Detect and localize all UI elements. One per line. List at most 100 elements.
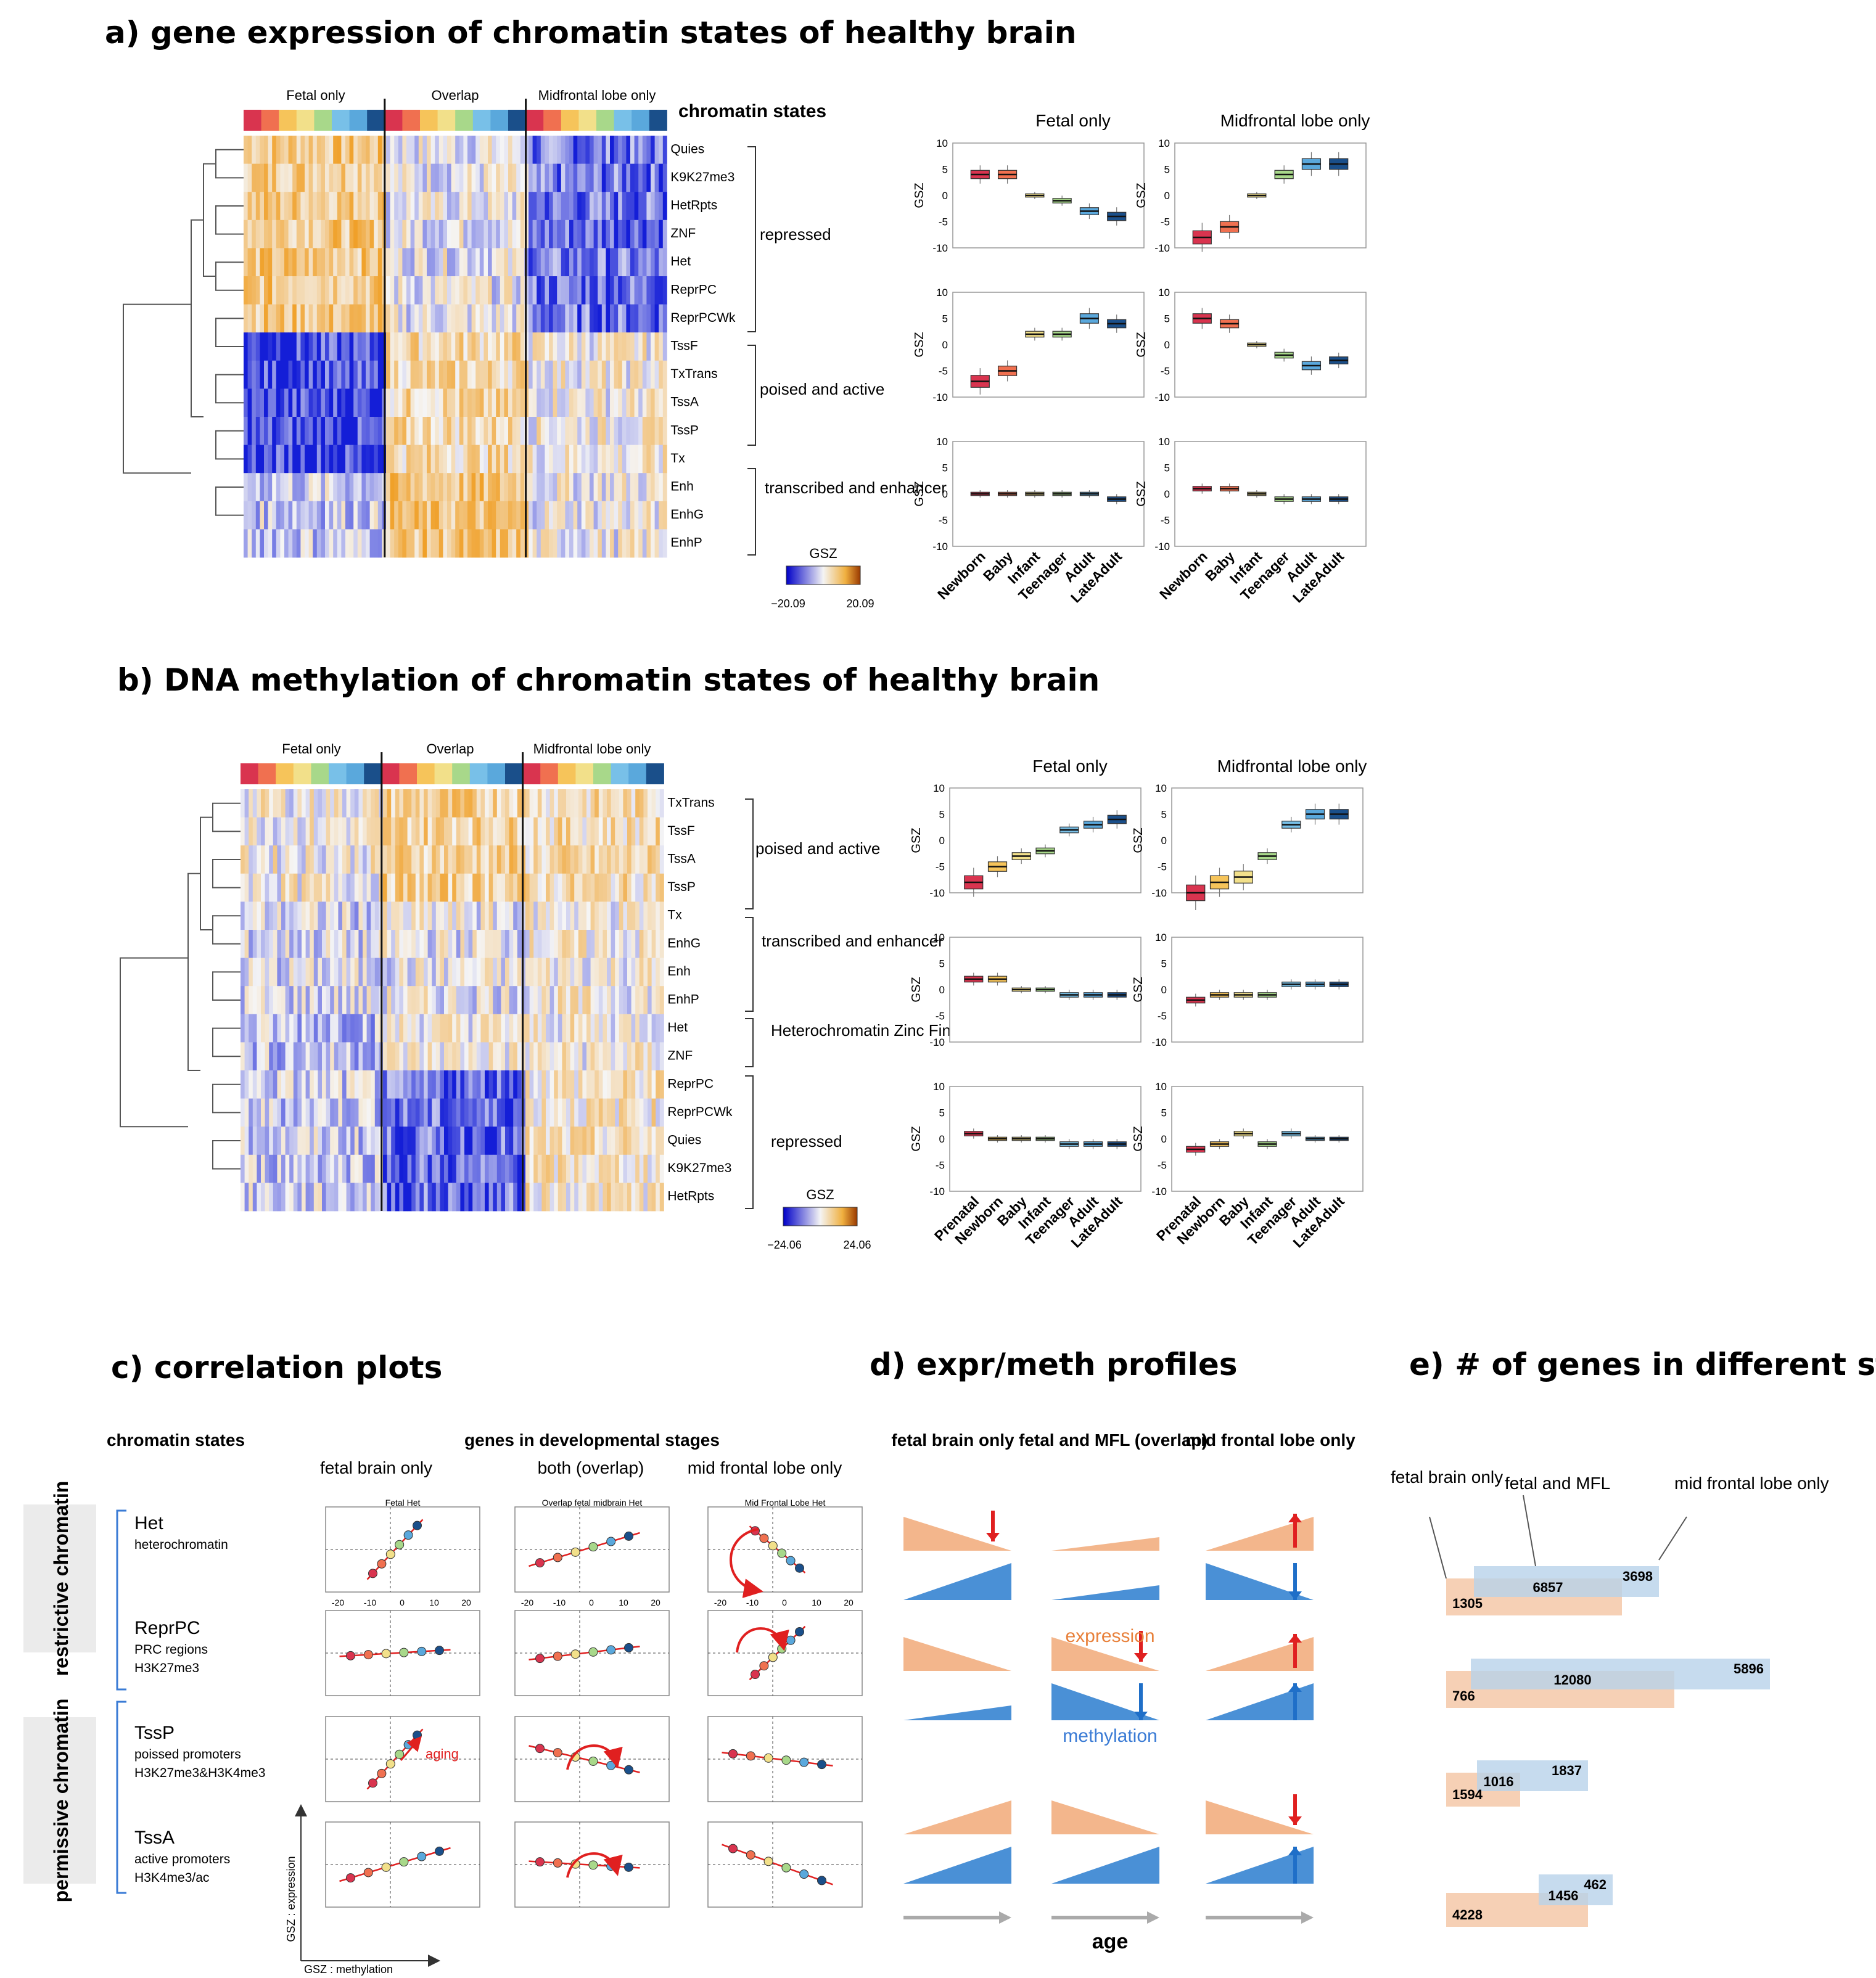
heatmap-cell [516, 276, 521, 305]
d-profile-triangle [1051, 1683, 1159, 1720]
heatmap-cell [516, 529, 521, 558]
heatmap-cell [659, 360, 664, 389]
heatmap-cell [353, 388, 358, 417]
heatmap-cell [500, 501, 504, 530]
boxplot-ytick: -10 [1154, 541, 1170, 552]
heatmap-cell [622, 360, 627, 389]
heatmap-cell [581, 136, 586, 164]
heatmap-cell [252, 529, 257, 558]
heatmap-cell [586, 817, 591, 846]
boxplot-ytick: -5 [939, 366, 948, 377]
heatmap-cell [553, 529, 557, 558]
heatmap-cell [509, 1070, 514, 1099]
heatmap-cell [611, 1098, 615, 1127]
heatmap-cell [594, 1183, 599, 1212]
heatmap-cell [313, 304, 318, 333]
heatmap-cell [398, 417, 403, 445]
heatmap-cell [411, 873, 416, 902]
heatmap-cell [399, 1098, 404, 1127]
heatmap-cell [520, 220, 525, 248]
heatmap-cell [395, 1183, 400, 1212]
heatmap-cell [574, 873, 579, 902]
heatmap-cell [293, 817, 298, 846]
c-scatter-point [763, 1753, 773, 1763]
heatmap-cell [603, 1070, 607, 1099]
heatmap-cell [577, 332, 582, 361]
heatmap-cell [561, 360, 566, 389]
heatmap-cell [631, 1183, 636, 1212]
heatmap-cell [464, 1098, 469, 1127]
heatmap-cell [520, 163, 525, 192]
heatmap-cell [387, 958, 392, 987]
heatmap-cell [656, 1154, 660, 1183]
heatmap-cell [369, 163, 374, 192]
heatmap-cell [513, 986, 518, 1015]
heatmap-cell [374, 332, 379, 361]
heatmap-cell [549, 845, 554, 874]
heatmap-cell [333, 220, 338, 248]
heatmap-cell [460, 873, 465, 902]
heatmap-cell [561, 163, 566, 192]
heatmap-cell [285, 1070, 290, 1099]
heatmap-cell [472, 789, 477, 818]
state-strip-segment [557, 763, 576, 784]
boxplot-ytick: 10 [936, 137, 948, 149]
heatmap-cell [257, 873, 261, 902]
heatmap-cell [430, 388, 435, 417]
heatmap-cell [577, 417, 582, 445]
heatmap-cell [622, 529, 627, 558]
heatmap-cell [391, 901, 396, 930]
heatmap-cell [281, 1014, 286, 1043]
heatmap-cell [349, 276, 354, 305]
heatmap-cell [337, 304, 342, 333]
heatmap-cell [638, 473, 643, 502]
heatmap-cell [557, 304, 562, 333]
heatmap-cell [296, 304, 301, 333]
heatmap-cell [325, 332, 329, 361]
heatmap-cell [410, 136, 415, 164]
heatmap-cell [517, 1183, 522, 1212]
heatmap-cell [614, 192, 619, 221]
heatmap-cell [288, 163, 293, 192]
c-xtick: -10 [364, 1598, 376, 1607]
heatmap-cell [366, 1183, 371, 1212]
heatmap-cell [615, 930, 620, 958]
heatmap-cell [578, 958, 583, 987]
heatmap-cell [447, 276, 451, 305]
heatmap-cell [574, 1183, 579, 1212]
heatmap-cell [634, 136, 639, 164]
heatmap-cell [438, 192, 443, 221]
heatmap-cell [585, 192, 590, 221]
heatmap-cell [305, 529, 309, 558]
boxplot-ylabel: GSZ [913, 183, 926, 208]
c-scatter-point [363, 1868, 373, 1877]
heatmap-cell [492, 163, 496, 192]
heatmap-cell [540, 163, 545, 192]
heatmap-cell [321, 445, 326, 474]
heatmap-cell [357, 501, 362, 530]
c-scatter-point [759, 1661, 769, 1671]
heatmap-cell [407, 930, 412, 958]
heatmap-cell [468, 1183, 473, 1212]
heatmap-cell [614, 136, 619, 164]
heatmap-cell [561, 220, 566, 248]
heatmap-cell [284, 388, 289, 417]
heatmap-cell [285, 789, 290, 818]
heatmap-cell [565, 501, 570, 530]
heatmap-cell [471, 388, 476, 417]
heatmap-cell [496, 1014, 501, 1043]
heatmap-cell [577, 304, 582, 333]
heatmap-cell [512, 388, 517, 417]
heatmap-cell [333, 304, 338, 333]
c-rotation-arrow [736, 1627, 789, 1653]
heatmap-cell [371, 1126, 376, 1155]
heatmap-cell [411, 901, 416, 930]
heatmap-cell [500, 192, 504, 221]
heatmap-cell [361, 388, 366, 417]
heatmap-cell [545, 417, 549, 445]
heatmap-cell [261, 1154, 265, 1183]
state-strip-segment [540, 763, 559, 784]
heatmap-cell [485, 789, 489, 818]
heatmap-cell [452, 789, 457, 818]
heatmap-cell [415, 1014, 420, 1043]
